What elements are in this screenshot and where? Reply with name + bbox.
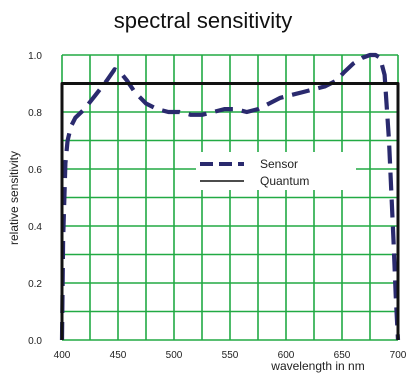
legend-background [196,152,356,190]
x-tick-label-550: 550 [222,350,239,361]
series-layer [59,52,401,341]
y-tick-label-1: 0.2 [28,279,42,290]
legend: Sensor Quantum [196,152,356,190]
legend-label-sensor: Sensor [260,157,298,171]
series-line-quantum [60,82,400,340]
legend-label-quantum: Quantum [260,174,309,188]
x-tick-label-650: 650 [334,350,351,361]
y-tick-label-0: 0.0 [28,336,42,347]
x-tick-label-450: 450 [110,350,127,361]
y-tick-label-2: 0.4 [28,222,42,233]
x-tick-label-600: 600 [278,350,295,361]
x-axis-label: wavelength in nm [270,359,364,373]
x-tick-label-500: 500 [166,350,183,361]
y-tick-label-5: 1.0 [28,51,42,62]
x-tick-label-400: 400 [54,350,71,361]
tick-labels: 400 450 500 550 600 650 700 0.0 0.2 0.4 0.6 0.8 1.0 [28,51,406,361]
grid [61,54,399,341]
x-tick-label-700: 700 [390,350,406,361]
y-tick-label-3: 0.6 [28,165,42,176]
series-line-sensor [59,52,401,341]
y-axis-label: relative sensitivity [7,151,21,245]
y-tick-label-4: 0.8 [28,108,42,119]
chart-title: spectral sensitivity [113,8,293,33]
